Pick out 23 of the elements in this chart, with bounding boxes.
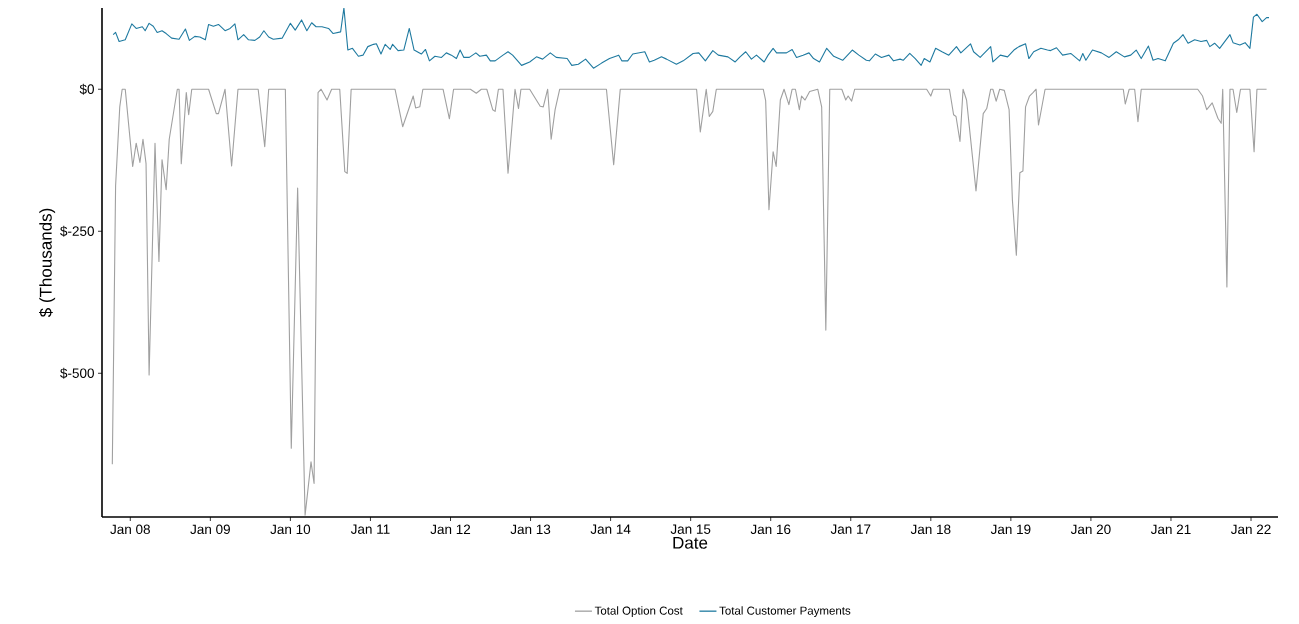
x-tick-label: Jan 08 xyxy=(110,524,150,535)
x-tick-label: Jan 13 xyxy=(510,524,551,535)
x-tick-label: Jan 19 xyxy=(990,524,1031,535)
x-tick-label: Jan 21 xyxy=(1150,524,1191,535)
x-tick-label: Jan 10 xyxy=(270,524,311,535)
x-tick-label: Jan 22 xyxy=(1230,524,1271,535)
x-tick-label: Jan 11 xyxy=(350,524,390,534)
y-axis-title: $ (Thousands) xyxy=(39,208,56,318)
x-tick-label: Jan 09 xyxy=(190,524,230,535)
x-tick-label: Jan 20 xyxy=(1070,524,1111,535)
x-tick-label: Jan 16 xyxy=(750,524,791,535)
x-tick-label: Jan 18 xyxy=(910,524,951,535)
y-tick-label: $-250 xyxy=(60,225,94,237)
x-tick-label: Jan 15 xyxy=(670,524,711,534)
x-tick-label: Jan 17 xyxy=(830,524,871,534)
x-tick-label: Jan 14 xyxy=(590,524,631,534)
line-series xyxy=(111,88,1268,516)
legend-label: Total Option Cost xyxy=(594,606,683,617)
x-tick-label: Jan 12 xyxy=(430,524,471,535)
y-tick-label: $-500 xyxy=(60,367,94,379)
x-axis-title: Date xyxy=(673,536,708,549)
y-tick-label: $0 xyxy=(79,83,94,95)
legend-label: Total Customer Payments xyxy=(719,606,851,617)
